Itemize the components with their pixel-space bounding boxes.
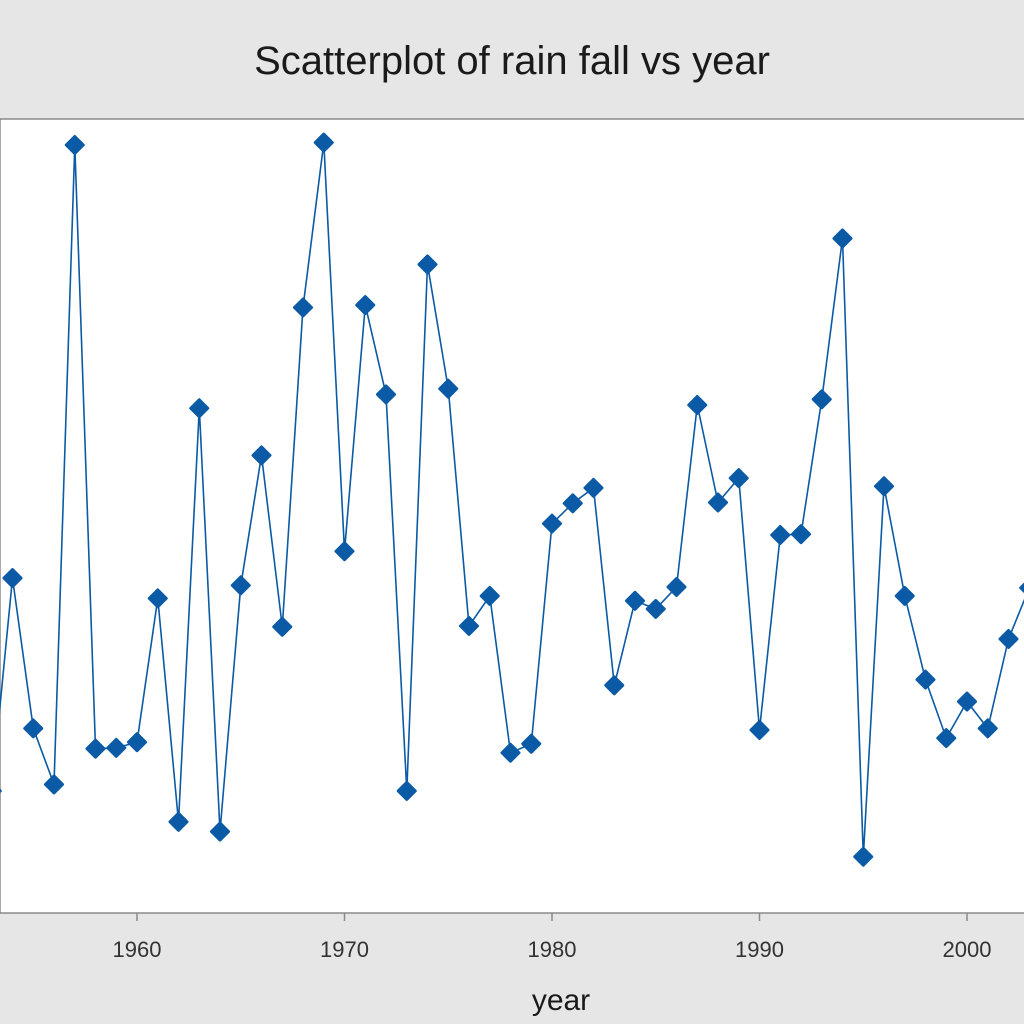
data-point-1957 <box>64 135 85 155</box>
data-point-1991 <box>770 525 791 545</box>
data-point-1970 <box>334 541 355 562</box>
data-point-1966 <box>251 445 272 466</box>
series-layer <box>0 132 1024 867</box>
data-point-1958 <box>85 738 106 759</box>
data-point-1976 <box>459 616 479 636</box>
data-point-1969 <box>313 132 334 153</box>
data-point-1974 <box>417 254 438 275</box>
data-point-1971 <box>355 295 376 316</box>
data-point-1992 <box>791 524 811 545</box>
x-tick-label-1970: 1970 <box>320 937 369 962</box>
data-point-1983 <box>604 675 625 696</box>
data-point-1999 <box>936 728 957 749</box>
data-point-1995 <box>853 846 874 867</box>
x-axis: 1960 1970 1980 1990 2000 <box>113 913 992 962</box>
data-point-1975 <box>438 378 459 399</box>
data-point-1973 <box>396 780 417 801</box>
data-point-1978 <box>500 742 521 763</box>
data-point-1984 <box>625 590 645 611</box>
data-point-1996 <box>874 476 894 497</box>
data-point-2000 <box>957 691 977 712</box>
data-point-1963 <box>189 398 210 419</box>
data-point-1955 <box>23 718 44 739</box>
plot-area <box>0 118 1024 914</box>
chart-title: Scatterplot of rain fall vs year <box>254 39 770 83</box>
data-point-1997 <box>894 585 915 606</box>
data-point-2001 <box>977 718 998 739</box>
data-point-1988 <box>708 492 728 513</box>
data-point-1960 <box>127 732 147 753</box>
data-point-1994 <box>832 228 853 249</box>
data-point-1959 <box>106 737 127 758</box>
data-point-1980 <box>542 513 562 534</box>
x-tick-label-2000: 2000 <box>943 937 992 962</box>
data-point-1964 <box>210 821 230 842</box>
data-point-1972 <box>376 384 396 405</box>
data-point-1986 <box>666 577 687 597</box>
x-tick-label-1990: 1990 <box>735 937 784 962</box>
data-point-1987 <box>687 395 708 415</box>
data-point-2002 <box>998 629 1019 649</box>
x-tick-label-1980: 1980 <box>528 937 577 962</box>
data-point-1967 <box>272 616 293 637</box>
data-point-1956 <box>44 774 64 795</box>
data-point-1968 <box>293 297 313 318</box>
data-point-1998 <box>915 669 936 690</box>
data-point-1977 <box>479 585 500 606</box>
data-point-1962 <box>168 811 189 832</box>
x-tick-label-1960: 1960 <box>113 937 162 962</box>
data-point-1979 <box>521 733 542 754</box>
data-point-1965 <box>230 575 251 596</box>
x-axis-label: year <box>532 984 590 1017</box>
data-point-1961 <box>147 588 168 609</box>
data-point-1993 <box>811 389 832 410</box>
data-point-1981 <box>562 493 583 514</box>
data-point-1954 <box>2 568 23 589</box>
data-point-1985 <box>645 598 666 619</box>
data-point-1989 <box>728 468 749 489</box>
data-point-1982 <box>583 477 604 498</box>
data-point-1990 <box>749 720 770 740</box>
